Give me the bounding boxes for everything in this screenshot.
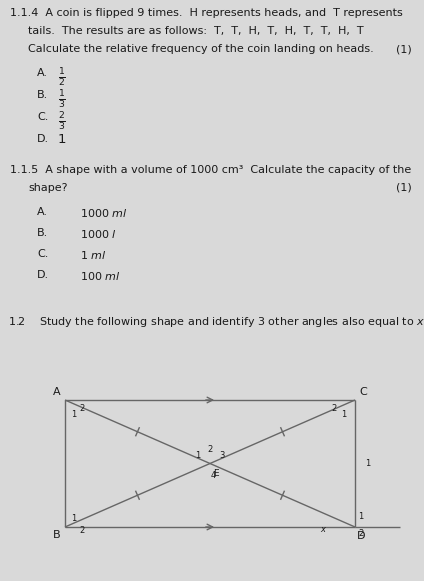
Text: 1.2    Study the following shape and identify 3 other angles also equal to $x$. : 1.2 Study the following shape and identi… — [8, 315, 424, 329]
Text: D.: D. — [37, 270, 49, 280]
Text: D: D — [357, 531, 365, 541]
Text: $\frac{1}{3}$: $\frac{1}{3}$ — [58, 89, 66, 111]
Text: 1: 1 — [195, 451, 200, 461]
Text: 1000 $ml$: 1000 $ml$ — [80, 207, 128, 219]
Text: 1: 1 — [358, 512, 363, 521]
Text: 1000 $l$: 1000 $l$ — [80, 228, 117, 240]
Text: 1: 1 — [58, 133, 67, 146]
Text: (1): (1) — [396, 183, 412, 193]
Text: A.: A. — [37, 207, 48, 217]
Text: B.: B. — [37, 90, 48, 100]
Text: 1.1.4  A coin is flipped 9 times.  H represents heads, and  T represents: 1.1.4 A coin is flipped 9 times. H repre… — [10, 8, 403, 18]
Text: C: C — [359, 387, 367, 397]
Text: 100 $ml$: 100 $ml$ — [80, 270, 121, 282]
Text: $\frac{1}{2}$: $\frac{1}{2}$ — [58, 67, 66, 89]
Text: A: A — [53, 387, 61, 397]
Text: shape?: shape? — [28, 183, 67, 193]
Text: D.: D. — [37, 134, 49, 144]
Text: E: E — [213, 468, 219, 478]
Text: 2: 2 — [79, 404, 84, 413]
Text: 4: 4 — [211, 472, 216, 480]
Text: 2: 2 — [207, 444, 212, 454]
Text: (1): (1) — [396, 44, 412, 54]
Text: x: x — [320, 525, 325, 534]
Text: A.: A. — [37, 68, 48, 78]
Text: 3: 3 — [219, 451, 224, 461]
Text: 2: 2 — [358, 529, 363, 538]
Text: tails.  The results are as follows:  T,  T,  H,  T,  H,  T,  T,  H,  T: tails. The results are as follows: T, T,… — [28, 26, 364, 36]
Text: 2: 2 — [79, 526, 84, 535]
Text: 1: 1 — [71, 410, 76, 419]
Text: $\frac{2}{3}$: $\frac{2}{3}$ — [58, 111, 66, 133]
Text: 1: 1 — [365, 459, 370, 468]
Text: 1 $ml$: 1 $ml$ — [80, 249, 106, 261]
Text: Calculate the relative frequency of the coin landing on heads.: Calculate the relative frequency of the … — [28, 44, 374, 54]
Text: 1: 1 — [341, 410, 346, 419]
Text: C.: C. — [37, 249, 48, 259]
Text: 1.1.5  A shape with a volume of 1000 cm³  Calculate the capacity of the: 1.1.5 A shape with a volume of 1000 cm³ … — [10, 165, 411, 175]
Text: 1: 1 — [71, 514, 76, 523]
Text: 2: 2 — [331, 404, 336, 413]
Text: B: B — [53, 530, 61, 540]
Text: C.: C. — [37, 112, 48, 122]
Text: B.: B. — [37, 228, 48, 238]
